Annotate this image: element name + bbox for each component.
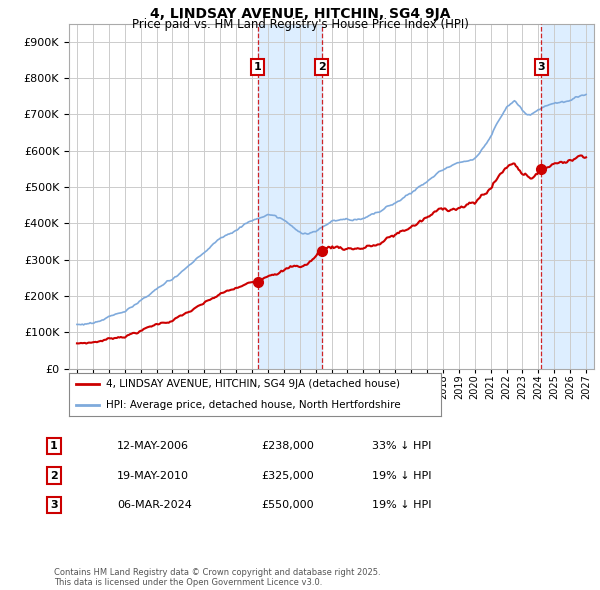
Text: Contains HM Land Registry data © Crown copyright and database right 2025.
This d: Contains HM Land Registry data © Crown c…: [54, 568, 380, 587]
Text: 2: 2: [50, 471, 58, 480]
Bar: [258, 24, 322, 369]
Text: £238,000: £238,000: [261, 441, 314, 451]
Text: 33% ↓ HPI: 33% ↓ HPI: [372, 441, 431, 451]
Text: 06-MAR-2024: 06-MAR-2024: [117, 500, 192, 510]
Bar: [541, 24, 594, 369]
Text: HPI: Average price, detached house, North Hertfordshire: HPI: Average price, detached house, Nort…: [106, 401, 401, 410]
Text: 2: 2: [318, 62, 326, 72]
Text: 19% ↓ HPI: 19% ↓ HPI: [372, 500, 431, 510]
Text: Price paid vs. HM Land Registry's House Price Index (HPI): Price paid vs. HM Land Registry's House …: [131, 18, 469, 31]
Text: 4, LINDSAY AVENUE, HITCHIN, SG4 9JA: 4, LINDSAY AVENUE, HITCHIN, SG4 9JA: [150, 7, 450, 21]
Text: £325,000: £325,000: [261, 471, 314, 480]
Text: 19% ↓ HPI: 19% ↓ HPI: [372, 471, 431, 480]
Text: 4, LINDSAY AVENUE, HITCHIN, SG4 9JA (detached house): 4, LINDSAY AVENUE, HITCHIN, SG4 9JA (det…: [106, 379, 400, 389]
Text: 1: 1: [254, 62, 262, 72]
Text: 3: 3: [50, 500, 58, 510]
Text: 3: 3: [538, 62, 545, 72]
Text: 19-MAY-2010: 19-MAY-2010: [117, 471, 189, 480]
Text: 12-MAY-2006: 12-MAY-2006: [117, 441, 189, 451]
Text: £550,000: £550,000: [261, 500, 314, 510]
Text: 1: 1: [50, 441, 58, 451]
